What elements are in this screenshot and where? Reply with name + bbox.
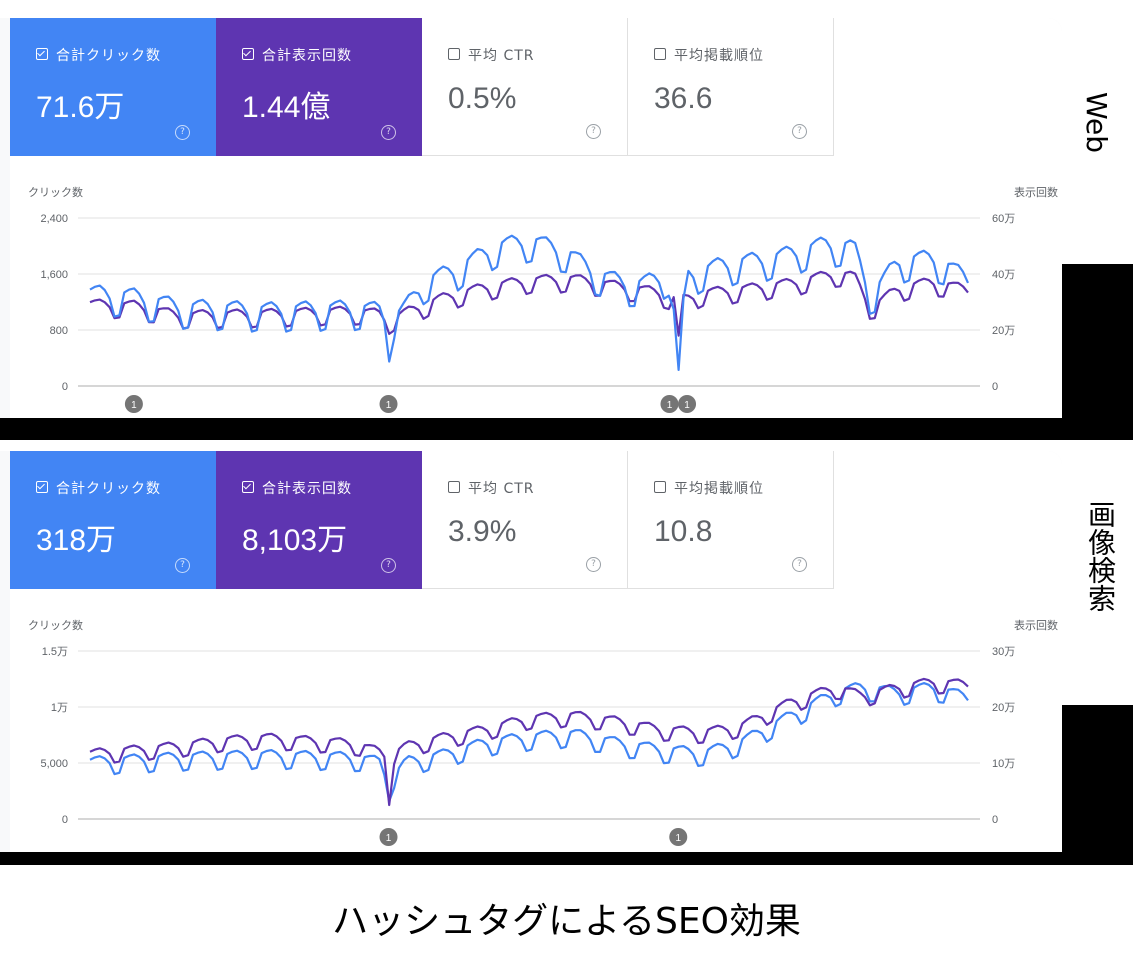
y-tick-right: 20万 bbox=[992, 702, 1015, 714]
card-label: 合計クリック数 bbox=[56, 481, 161, 497]
y-tick-right: 30万 bbox=[992, 646, 1015, 658]
annotation-marker-circle bbox=[379, 828, 398, 846]
card-label: 合計表示回数 bbox=[262, 481, 352, 497]
annotation-marker-count: 1 bbox=[675, 833, 681, 844]
help-icon[interactable]: ? bbox=[586, 557, 601, 572]
y-tick-left: 1.5万 bbox=[42, 646, 68, 658]
y-tick-left: 1万 bbox=[51, 702, 68, 714]
web-average-ctr-card[interactable]: 平均 CTR 0.5% ? bbox=[422, 18, 628, 156]
checkbox-unchecked-icon[interactable] bbox=[654, 481, 666, 493]
series-line-clicks bbox=[89, 682, 969, 803]
annotation-marker-count: 1 bbox=[131, 400, 137, 411]
checkbox-checked-icon[interactable] bbox=[36, 48, 48, 60]
y-tick-right: 40万 bbox=[992, 269, 1015, 281]
checkbox-unchecked-icon[interactable] bbox=[448, 48, 460, 60]
card-value: 8,103万 bbox=[242, 524, 348, 557]
checkbox-unchecked-icon[interactable] bbox=[448, 481, 460, 493]
annotation-marker[interactable]: 1 bbox=[124, 395, 143, 413]
annotation-marker[interactable]: 1 bbox=[379, 395, 398, 413]
web-panel-body: 合計クリック数 71.6万 ? 合計表示回数 1.44億 ? 平均 CTR 0.… bbox=[10, 18, 1062, 418]
help-icon[interactable]: ? bbox=[175, 125, 190, 140]
y-tick-right: 0 bbox=[992, 814, 998, 826]
caption: ハッシュタグによるSEO効果 bbox=[332, 901, 801, 942]
web-panel: 合計クリック数 71.6万 ? 合計表示回数 1.44億 ? 平均 CTR 0.… bbox=[0, 18, 1062, 418]
series-line-impressions bbox=[89, 270, 969, 337]
web-side-label: Web bbox=[1080, 92, 1113, 154]
card-value: 10.8 bbox=[654, 515, 713, 548]
image-total-impressions-card[interactable]: 合計表示回数 8,103万 ? bbox=[216, 451, 422, 589]
y-tick-left: 0 bbox=[62, 381, 68, 393]
help-icon[interactable]: ? bbox=[381, 558, 396, 573]
help-icon[interactable]: ? bbox=[792, 557, 807, 572]
y-tick-right: 20万 bbox=[992, 325, 1015, 337]
annotation-marker[interactable]: 1 bbox=[379, 828, 398, 846]
annotation-marker-circle bbox=[669, 828, 688, 846]
card-value: 71.6万 bbox=[36, 91, 125, 124]
y-tick-right: 10万 bbox=[992, 758, 1015, 770]
image-search-side-label: 画像検索 bbox=[1084, 500, 1117, 612]
image-search-panel-body: 合計クリック数 318万 ? 合計表示回数 8,103万 ? 平均 CTR 3.… bbox=[10, 451, 1062, 852]
y-axis-right-title: 表示回数 bbox=[1014, 618, 1058, 632]
web-average-position-card[interactable]: 平均掲載順位 36.6 ? bbox=[628, 18, 834, 156]
card-label: 平均 CTR bbox=[468, 481, 535, 497]
image-search-performance-chart[interactable]: クリック数 表示回数 1.5万 30万 1万 20万 5,000 10万 0 0 1 1 bbox=[10, 611, 1062, 851]
black-bar-bottom-right bbox=[1062, 705, 1133, 865]
annotation-marker-count: 1 bbox=[386, 400, 392, 411]
card-value: 36.6 bbox=[654, 82, 713, 115]
image-search-metric-cards: 合計クリック数 318万 ? 合計表示回数 8,103万 ? 平均 CTR 3.… bbox=[10, 451, 834, 589]
y-tick-left: 800 bbox=[50, 325, 68, 337]
y-axis-right-title: 表示回数 bbox=[1014, 185, 1058, 199]
image-average-position-card[interactable]: 平均掲載順位 10.8 ? bbox=[628, 451, 834, 589]
checkbox-unchecked-icon[interactable] bbox=[654, 48, 666, 60]
card-value: 0.5% bbox=[448, 82, 517, 115]
y-axis-left-title: クリック数 bbox=[28, 619, 83, 632]
annotation-marker-count: 1 bbox=[386, 833, 392, 844]
annotation-marker-count: 1 bbox=[667, 400, 673, 411]
card-value: 3.9% bbox=[448, 515, 517, 548]
image-search-panel: 合計クリック数 318万 ? 合計表示回数 8,103万 ? 平均 CTR 3.… bbox=[0, 451, 1062, 852]
y-tick-left: 0 bbox=[62, 814, 68, 826]
y-tick-right: 0 bbox=[992, 381, 998, 393]
series-line-impressions bbox=[89, 677, 969, 807]
card-value: 318万 bbox=[36, 524, 117, 557]
series-line-clicks bbox=[89, 234, 970, 371]
web-total-impressions-card[interactable]: 合計表示回数 1.44億 ? bbox=[216, 18, 422, 156]
checkbox-checked-icon[interactable] bbox=[242, 48, 254, 60]
black-bar-bottom bbox=[0, 852, 1133, 865]
card-label: 平均掲載順位 bbox=[674, 48, 764, 64]
y-tick-left: 1,600 bbox=[40, 269, 68, 281]
web-metric-cards: 合計クリック数 71.6万 ? 合計表示回数 1.44億 ? 平均 CTR 0.… bbox=[10, 18, 834, 156]
checkbox-checked-icon[interactable] bbox=[36, 481, 48, 493]
help-icon[interactable]: ? bbox=[586, 124, 601, 139]
card-label: 合計表示回数 bbox=[262, 48, 352, 64]
help-icon[interactable]: ? bbox=[175, 558, 190, 573]
y-axis-left-title: クリック数 bbox=[28, 186, 83, 199]
help-icon[interactable]: ? bbox=[381, 125, 396, 140]
checkbox-checked-icon[interactable] bbox=[242, 481, 254, 493]
black-bar-middle bbox=[0, 418, 1133, 440]
image-average-ctr-card[interactable]: 平均 CTR 3.9% ? bbox=[422, 451, 628, 589]
y-tick-right: 60万 bbox=[992, 213, 1015, 225]
annotation-marker-count: 1 bbox=[684, 400, 690, 411]
card-value: 1.44億 bbox=[242, 91, 331, 124]
annotation-marker[interactable]: 1 bbox=[678, 395, 697, 413]
card-label: 合計クリック数 bbox=[56, 48, 161, 64]
annotation-marker-circle bbox=[124, 395, 143, 413]
annotation-marker-circle bbox=[379, 395, 398, 413]
image-total-clicks-card[interactable]: 合計クリック数 318万 ? bbox=[10, 451, 216, 589]
y-tick-left: 2,400 bbox=[40, 213, 68, 225]
annotation-marker-circle bbox=[660, 395, 679, 413]
annotation-marker-circle bbox=[678, 395, 697, 413]
y-tick-left: 5,000 bbox=[40, 758, 68, 770]
annotation-marker[interactable]: 1 bbox=[660, 395, 679, 413]
help-icon[interactable]: ? bbox=[792, 124, 807, 139]
black-bar-top-right bbox=[1062, 264, 1133, 440]
annotation-marker[interactable]: 1 bbox=[669, 828, 688, 846]
card-label: 平均 CTR bbox=[468, 48, 535, 64]
card-label: 平均掲載順位 bbox=[674, 481, 764, 497]
web-total-clicks-card[interactable]: 合計クリック数 71.6万 ? bbox=[10, 18, 216, 156]
